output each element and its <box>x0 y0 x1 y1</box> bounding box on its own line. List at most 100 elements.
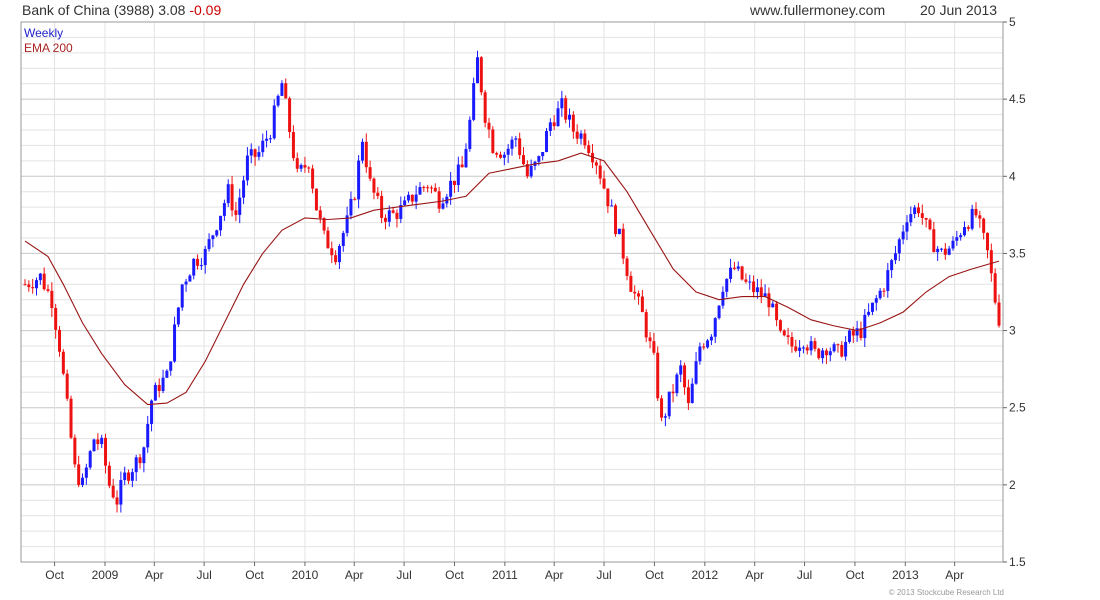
candle-body <box>115 497 119 505</box>
candle-body <box>268 138 272 140</box>
candle-body <box>709 336 713 341</box>
candle-body <box>238 197 242 215</box>
candle-body <box>759 287 763 297</box>
candle-body <box>299 165 303 169</box>
candle-body <box>679 365 683 375</box>
candle-body <box>180 284 184 308</box>
candle-body <box>583 133 587 146</box>
candle-body <box>901 231 905 240</box>
candle-body <box>376 192 380 197</box>
x-tick-label: 2012 <box>691 568 718 582</box>
candle-body <box>452 180 456 186</box>
y-tick-label: 2.5 <box>1009 401 1026 415</box>
candle-body <box>192 258 196 276</box>
candle-body <box>798 347 802 351</box>
candle-body <box>514 138 518 140</box>
candle-body <box>414 194 418 202</box>
candle-body <box>161 377 165 391</box>
candle-body <box>985 232 989 251</box>
candle-body <box>552 122 556 127</box>
candle-body <box>771 303 775 308</box>
x-tick-label: Jul <box>396 568 411 582</box>
x-tick-label: Oct <box>846 568 865 582</box>
candle-body <box>418 187 422 195</box>
candle-body <box>176 307 180 325</box>
candle-body <box>844 341 848 357</box>
candle-body <box>372 178 376 193</box>
candle-body <box>184 281 188 285</box>
candle-body <box>502 154 506 158</box>
candle-body <box>675 374 679 394</box>
candle-body <box>31 287 35 289</box>
candle-body <box>752 281 756 293</box>
candle-body <box>288 98 292 133</box>
candle-body <box>568 114 572 120</box>
candle-body <box>111 485 115 498</box>
candle-body <box>464 148 468 168</box>
candle-body <box>483 92 487 123</box>
plot-frame <box>20 21 1004 563</box>
candle-body <box>188 275 192 282</box>
candle-body <box>867 311 871 315</box>
candle-body <box>560 98 564 109</box>
candle-body <box>625 258 629 276</box>
y-tick-label: 2 <box>1009 478 1016 492</box>
candle-body <box>629 275 633 292</box>
candle-body <box>403 200 407 206</box>
candle-body <box>832 344 836 352</box>
candle-body <box>836 344 840 346</box>
candle-body <box>96 439 100 445</box>
candle-body <box>69 398 73 438</box>
candle-body <box>974 208 978 216</box>
chart-date: 20 Jun 2013 <box>920 2 998 18</box>
candle-body <box>50 290 54 309</box>
candle-body <box>226 184 230 204</box>
candle-body <box>598 165 602 179</box>
candle-body <box>253 149 257 157</box>
candle-body <box>380 196 384 218</box>
candle-body <box>261 140 265 153</box>
candle-body <box>893 253 897 261</box>
candle-body <box>855 328 859 336</box>
y-tick-label: 4.5 <box>1009 92 1026 106</box>
candle-body <box>100 437 104 445</box>
candle-body <box>660 398 664 418</box>
candle-body <box>272 105 276 139</box>
candle-body <box>698 346 702 362</box>
candle-body <box>360 141 364 161</box>
candle-body <box>821 350 825 359</box>
candle-body <box>307 167 311 169</box>
candle-body <box>962 227 966 236</box>
candle-body <box>943 248 947 255</box>
candle-body <box>318 210 322 219</box>
candle-body <box>468 119 472 149</box>
candle-body <box>702 346 706 348</box>
candle-body <box>644 312 648 338</box>
candle-body <box>314 188 318 211</box>
candle-body <box>736 266 740 269</box>
candle-body <box>633 291 637 294</box>
candle-body <box>433 187 437 192</box>
candle-body <box>637 293 641 297</box>
candle-body <box>399 205 403 219</box>
legend-item: EMA 200 <box>24 41 73 55</box>
candle-body <box>537 156 541 162</box>
y-tick-label: 3 <box>1009 324 1016 338</box>
candle-body <box>395 212 399 219</box>
chart-title: Bank of China (3988) 3.08 -0.09 <box>22 2 221 18</box>
copyright-notice: © 2013 Stockcube Research Ltd <box>888 588 1004 597</box>
candle-body <box>38 273 42 281</box>
candle-body <box>510 139 514 149</box>
candle-body <box>982 218 986 233</box>
chart-title-text: Bank of China (3988) 3.08 <box>22 2 186 18</box>
candle-body <box>936 248 940 253</box>
x-tick-label: Apr <box>945 568 964 582</box>
legend-item: Weekly <box>24 26 63 40</box>
candle-body <box>778 320 782 331</box>
candle-body <box>863 314 867 339</box>
candle-body <box>955 237 959 241</box>
candle-body <box>460 164 464 168</box>
candle-body <box>970 208 974 229</box>
candle-body <box>311 168 315 189</box>
candle-body <box>150 400 154 424</box>
